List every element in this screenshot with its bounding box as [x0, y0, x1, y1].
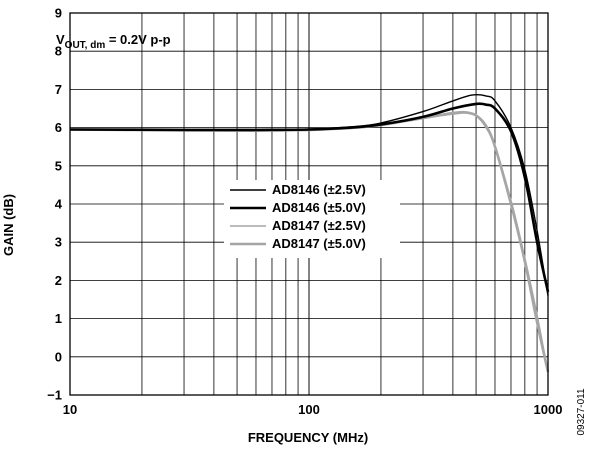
y-tick-label: 2 [55, 273, 62, 288]
x-tick-label: 1000 [534, 402, 563, 417]
series-lines [69, 94, 550, 373]
y-tick-label: 9 [55, 6, 62, 21]
annotation-sub: OUT, dm [65, 40, 106, 51]
x-axis-title: FREQUENCY (MHz) [248, 430, 368, 445]
x-tick-labels: 10 100 1000 [63, 402, 563, 417]
y-tick-label: 0 [55, 349, 62, 364]
y-tick-label: −1 [47, 388, 62, 403]
legend: AD8146 (±2.5V) AD8146 (±5.0V) AD8147 (±2.5… [224, 180, 400, 258]
svg-text:VOUT, dm = 0.2V p-p: VOUT, dm = 0.2V p-p [56, 32, 171, 51]
y-tick-label: 1 [55, 311, 62, 326]
x-tick-label: 100 [298, 402, 320, 417]
legend-label: AD8146 (±2.5V) [272, 182, 366, 197]
y-tick-label: 7 [55, 82, 62, 97]
y-tick-label: 6 [55, 120, 62, 135]
legend-label: AD8147 (±2.5V) [272, 218, 366, 233]
y-tick-label: 8 [55, 44, 62, 59]
annotation-rest: = 0.2V p-p [105, 32, 170, 47]
y-tick-label: 5 [55, 158, 62, 173]
legend-label: AD8147 (±5.0V) [272, 236, 366, 251]
annotation-vout: VOUT, dm = 0.2V p-p [56, 32, 171, 51]
y-tick-label: 3 [55, 235, 62, 250]
plot-frame [69, 12, 549, 396]
y-tick-label: 4 [55, 197, 63, 212]
series-line-1 [69, 102, 550, 293]
x-tick-label: 10 [63, 402, 77, 417]
y-axis-title: GAIN (dB) [1, 194, 16, 256]
figure-id: 09327-011 [576, 388, 587, 436]
legend-label: AD8146 (±5.0V) [272, 200, 366, 215]
y-tick-labels: −1 0 1 2 3 4 5 6 7 8 9 [47, 6, 63, 403]
annotation-main: V [56, 32, 65, 47]
